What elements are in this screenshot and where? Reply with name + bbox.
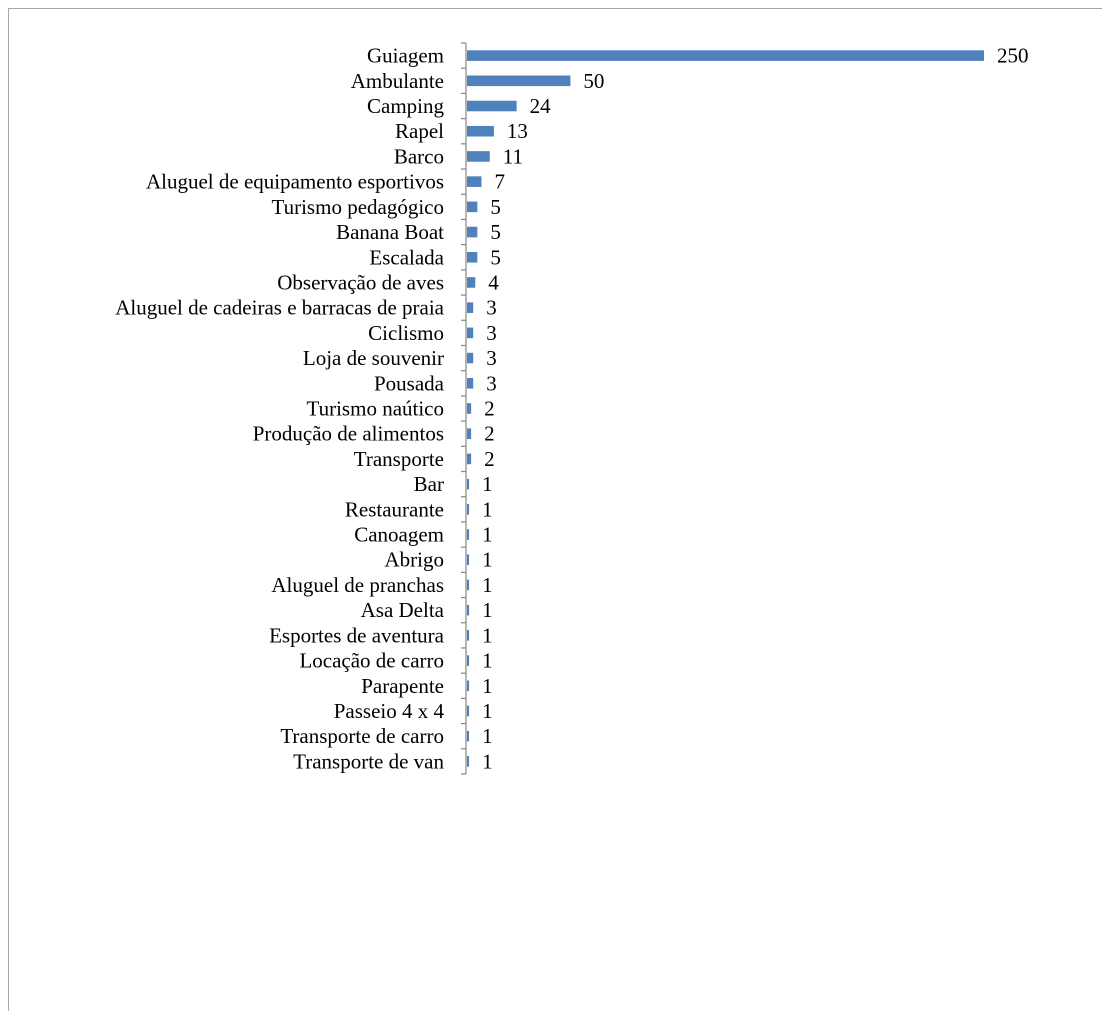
category-tick-label: Turismo pedagógico: [272, 195, 444, 219]
data-label: 3: [486, 296, 497, 320]
data-label: 7: [494, 170, 505, 194]
bar: [467, 705, 470, 717]
bar: [467, 151, 490, 162]
bar: [467, 302, 474, 313]
bar: [467, 377, 474, 389]
bar: [467, 251, 478, 263]
bar: [467, 680, 470, 692]
category-tick-label: Rapel: [395, 119, 444, 143]
data-label: 1: [482, 472, 493, 496]
category-tick-label: Escalada: [369, 245, 444, 269]
data-label: 4: [488, 270, 499, 294]
data-label: 11: [503, 144, 523, 168]
data-label: 1: [482, 674, 493, 698]
bar: [467, 655, 470, 666]
bar: [467, 428, 472, 440]
data-label: 5: [490, 220, 501, 244]
category-tick-label: Transporte: [354, 447, 444, 471]
bar: [467, 478, 470, 490]
category-tick-label: Esportes de aventura: [269, 623, 445, 647]
bar: [467, 201, 478, 213]
bar: [467, 226, 478, 238]
data-label: 50: [583, 69, 604, 93]
category-tick-label: Aluguel de equipamento esportivos: [146, 170, 444, 194]
data-label: 2: [484, 447, 495, 471]
data-label: 250: [997, 44, 1029, 68]
data-label: 5: [490, 195, 501, 219]
category-tick-label: Aluguel de cadeiras e barracas de praia: [115, 296, 444, 320]
data-label: 1: [482, 598, 493, 622]
chart-frame: [8, 8, 1102, 1011]
bar: [467, 327, 474, 339]
category-tick-label: Restaurante: [345, 497, 444, 521]
category-tick-label: Abrigo: [385, 548, 445, 572]
bar: [467, 554, 470, 566]
data-label: 1: [482, 573, 493, 597]
bar: [467, 756, 470, 767]
category-tick-label: Passeio 4 x 4: [334, 699, 445, 723]
data-label: 3: [486, 371, 497, 395]
data-label: 1: [482, 749, 493, 773]
data-label: 13: [507, 119, 528, 143]
category-tick-label: Locação de carro: [299, 649, 444, 673]
category-tick-label: Ciclismo: [368, 321, 444, 345]
data-label: 1: [482, 623, 493, 647]
data-label: 1: [482, 523, 493, 547]
data-label: 3: [486, 346, 497, 370]
bar: [467, 50, 984, 61]
category-tick-label: Ambulante: [351, 69, 444, 93]
bar: [467, 75, 571, 87]
bar: [467, 604, 470, 616]
bar: [467, 730, 470, 742]
bars-layer: [467, 50, 984, 767]
bar: [467, 100, 517, 112]
category-tick-label: Pousada: [374, 371, 445, 395]
data-label: 1: [482, 699, 493, 723]
category-tick-label: Loja de souvenir: [303, 346, 444, 370]
bar: [467, 579, 470, 591]
bar: [467, 529, 470, 540]
category-tick-label: Guiagem: [367, 44, 444, 68]
bar: [467, 352, 474, 364]
category-tick-label: Transporte de van: [293, 749, 444, 773]
category-tick-label: Produção de alimentos: [253, 422, 444, 446]
category-tick-label: Turismo naútico: [307, 397, 444, 421]
data-label: 3: [486, 321, 497, 345]
bar: [467, 403, 472, 414]
data-label: 24: [530, 94, 552, 118]
category-tick-label: Asa Delta: [361, 598, 445, 622]
bar: [467, 630, 470, 641]
data-label: 1: [482, 724, 493, 748]
data-label: 2: [484, 422, 495, 446]
bar: [467, 277, 476, 288]
category-tick-label: Aluguel de pranchas: [271, 573, 444, 597]
category-tick-label: Canoagem: [354, 523, 444, 547]
category-tick-label: Observação de aves: [277, 270, 444, 294]
category-tick-label: Transporte de carro: [280, 724, 444, 748]
bar: [467, 176, 482, 187]
category-tick-label: Banana Boat: [336, 220, 444, 244]
data-label: 1: [482, 649, 493, 673]
data-label: 5: [490, 245, 501, 269]
bar: [467, 125, 494, 137]
axis-layer: [461, 42, 467, 775]
data-label: 2: [484, 397, 495, 421]
bar: [467, 504, 470, 515]
data-label: 1: [482, 548, 493, 572]
data-label: 1: [482, 497, 493, 521]
bar: [467, 453, 472, 465]
category-tick-label: Barco: [394, 144, 444, 168]
category-tick-label: Bar: [414, 472, 444, 496]
category-tick-label: Camping: [367, 94, 444, 118]
category-tick-label: Parapente: [361, 674, 444, 698]
